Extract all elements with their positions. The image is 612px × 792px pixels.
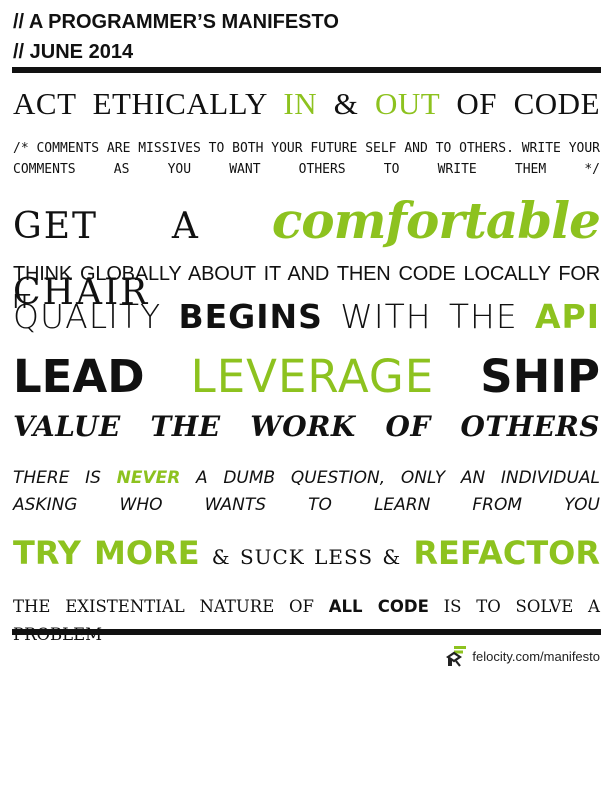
bottom-divider (12, 629, 601, 635)
think-globally-line: THINK GLOBALLY ABOUT IT AND THEN CODE LO… (13, 263, 600, 313)
footer-url: felocity.com/manifesto (472, 648, 600, 664)
value-work-line: VALUE THE WORK OF OTHERS (13, 410, 600, 443)
lead-leverage-ship-line: LEAD LEVERAGE SHIP (13, 350, 600, 403)
quality-line: QUALITY BEGINS WITH THE API (13, 297, 601, 336)
felocity-logo-icon (446, 646, 467, 667)
top-divider (12, 67, 601, 73)
manifesto-title: // A PROGRAMMER’S MANIFESTO (13, 11, 339, 33)
dumb-question-line: THERE IS NEVER A DUMB QUESTION, ONLY AN … (13, 468, 600, 515)
existential-nature-line: THE EXISTENTIAL NATURE OF ALL CODE IS TO… (13, 597, 600, 644)
manifesto-date: // JUNE 2014 (13, 41, 134, 63)
footer-link[interactable]: felocity.com/manifesto (445, 642, 600, 670)
ethics-line: ACT ETHICALLY IN & OUT OF CODE (13, 86, 600, 121)
comment-line: /* COMMENTS ARE MISSIVES TO BOTH YOUR FU… (13, 141, 600, 177)
try-more-line: TRY MORE & SUCK LESS & REFACTOR (13, 534, 601, 572)
chair-line: GET A comfortable CHAIR (13, 191, 601, 313)
